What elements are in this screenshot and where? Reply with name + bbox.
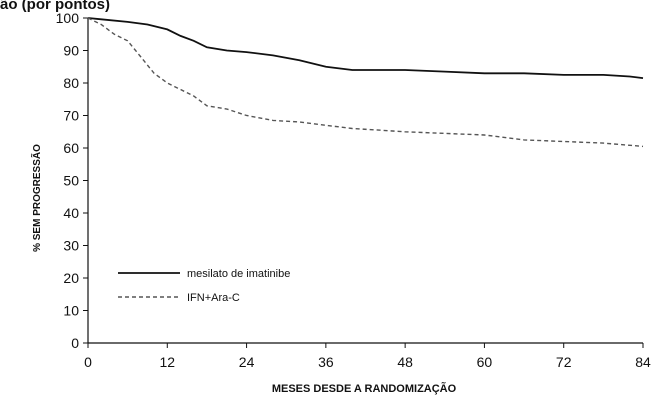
y-tick-label: 90 — [63, 43, 79, 59]
chart-top-text: ão (por pontos) — [0, 0, 110, 13]
x-tick-label: 24 — [239, 354, 255, 370]
y-tick-label: 20 — [63, 270, 79, 286]
x-tick-label: 72 — [556, 354, 572, 370]
y-tick-label: 80 — [63, 75, 79, 91]
y-tick-label: 10 — [63, 303, 79, 319]
axes — [87, 18, 643, 344]
y-tick-label: 70 — [63, 108, 79, 124]
legend: mesilato de imatinibe IFN+Ara-C — [118, 268, 290, 304]
series-line-imatinibe — [87, 17, 644, 79]
y-tick-label: 40 — [63, 205, 79, 221]
y-axis-title: % SEM PROGRESSÃO — [30, 144, 43, 252]
x-tick-label: 36 — [318, 354, 334, 370]
y-tick-label: 30 — [63, 238, 79, 254]
x-axis-title: MESES DESDE A RANDOMIZAÇÃO — [272, 382, 457, 395]
legend-label-ifn: IFN+Ara-C — [187, 292, 240, 304]
x-tick-label: 60 — [477, 354, 493, 370]
x-ticks: 0 12 24 36 48 60 72 84 — [84, 343, 651, 370]
x-tick-label: 48 — [397, 354, 413, 370]
series-layer — [87, 17, 644, 148]
y-tick-label: 0 — [71, 335, 79, 351]
y-tick-label: 50 — [63, 173, 79, 189]
x-tick-label: 0 — [84, 354, 92, 370]
x-tick-label: 84 — [635, 354, 651, 370]
y-tick-label: 100 — [56, 10, 80, 26]
y-tick-label: 60 — [63, 140, 79, 156]
legend-label-imatinibe: mesilato de imatinibe — [187, 268, 290, 280]
series-line-ifn-ara-c — [87, 17, 644, 148]
x-tick-label: 12 — [159, 354, 175, 370]
y-ticks: 0 10 20 30 40 50 60 70 80 90 100 — [56, 10, 88, 351]
